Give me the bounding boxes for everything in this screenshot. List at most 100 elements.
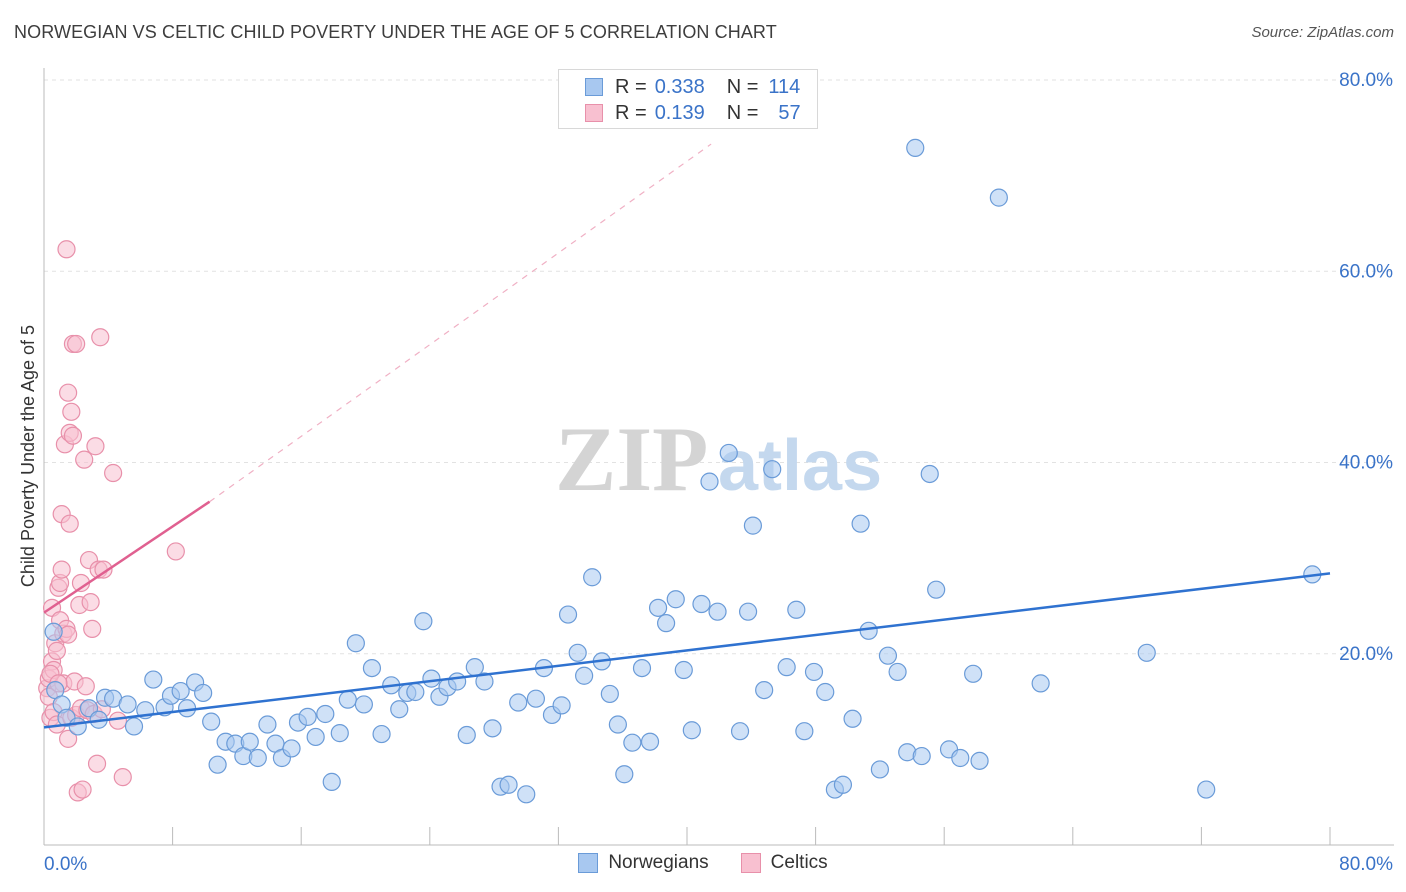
data-point [989, 188, 1008, 207]
data-point [708, 602, 727, 621]
data-point [517, 785, 536, 804]
data-point [322, 772, 341, 791]
data-point [870, 760, 890, 779]
data-point [615, 765, 634, 784]
data-point [76, 677, 95, 696]
legend-box: R = 0.338 N = 114 R = 0.139 N = 57 [558, 69, 818, 129]
data-point [171, 681, 190, 701]
legend-n-value: 57 [778, 101, 801, 124]
data-point [59, 383, 78, 402]
data-point [166, 542, 185, 561]
data-point [552, 696, 571, 715]
data-point [52, 560, 71, 579]
data-point [81, 593, 100, 612]
data-point [202, 712, 221, 731]
data-point [59, 729, 78, 748]
data-point [483, 719, 502, 738]
data-point [73, 780, 92, 799]
data-point [600, 684, 619, 704]
data-point [406, 682, 425, 702]
legend-swatch-norwegians [578, 853, 599, 873]
legend-n-label: N = [726, 75, 759, 98]
data-point [692, 594, 711, 614]
legend-r-label: R = [615, 101, 647, 124]
data-point [362, 658, 382, 678]
data-point [558, 605, 578, 624]
data-point [144, 670, 163, 689]
data-point [763, 460, 782, 479]
data-point [851, 514, 870, 533]
data-point [888, 662, 907, 682]
data-point [75, 450, 94, 469]
data-point [743, 516, 763, 535]
data-point [83, 619, 102, 638]
data-point [108, 711, 128, 730]
data-point [509, 693, 528, 712]
x-tick-label: 80.0% [1339, 854, 1393, 875]
data-point [316, 704, 335, 724]
axes [43, 68, 1394, 846]
data-point [927, 580, 946, 599]
watermark-atlas: atlas [718, 426, 882, 506]
grid-lines [44, 79, 1394, 655]
bottom-legend: Norwegians Celtics [0, 852, 1406, 874]
data-point [330, 724, 349, 743]
data-point [124, 717, 144, 736]
data-point [1031, 674, 1050, 693]
legend-r-value: 0.338 [654, 75, 705, 98]
data-point [194, 683, 213, 703]
data-point [906, 138, 925, 157]
y-axis-label: Child Poverty Under the Age of 5 [18, 325, 38, 587]
data-point [465, 658, 484, 677]
data-point [118, 695, 137, 714]
data-point [843, 709, 862, 728]
legend-item-celtics: Celtics [740, 852, 828, 874]
data-point [568, 643, 587, 662]
data-point [499, 775, 518, 794]
data-point [457, 725, 476, 745]
data-point [63, 426, 83, 445]
data-point [787, 600, 806, 619]
data-point [777, 658, 796, 677]
data-point [640, 732, 660, 751]
watermark-zip: ZIP [555, 408, 708, 510]
data-point [816, 682, 835, 702]
y-tick-label: 40.0% [1339, 453, 1393, 474]
data-point [448, 672, 467, 691]
data-point [608, 715, 627, 734]
data-point [248, 748, 267, 768]
data-point [62, 402, 81, 421]
data-point [258, 715, 277, 734]
data-point [632, 658, 652, 678]
x-tick-labels: 0.0% 80.0% [44, 854, 1393, 875]
data-point [67, 334, 86, 354]
data-point [208, 755, 227, 774]
data-point [240, 732, 259, 751]
data-point [113, 768, 132, 787]
legend-swatch-celtics [740, 853, 761, 873]
data-point [338, 690, 357, 709]
data-point [795, 722, 814, 741]
data-point [94, 560, 113, 579]
data-point [583, 568, 602, 587]
trend-line-norwegians [43, 572, 1331, 729]
data-point [912, 746, 931, 766]
data-point [833, 775, 853, 794]
legend-r-value: 0.139 [654, 101, 705, 124]
data-point [1137, 643, 1156, 662]
data-point [804, 662, 824, 682]
legend-swatch-celtics [585, 104, 603, 122]
legend-item-norwegians: Norwegians [578, 852, 709, 874]
trend-lines [43, 143, 1331, 729]
data-point [1197, 780, 1216, 799]
source-label: Source: ZipAtlas.com [1251, 24, 1394, 41]
data-point [87, 754, 107, 773]
data-point [475, 672, 494, 691]
data-point [951, 748, 970, 768]
data-point [970, 751, 989, 770]
data-point [47, 641, 66, 660]
data-point [104, 463, 123, 483]
y-tick-label: 60.0% [1339, 261, 1393, 282]
trend-line-celtics [43, 500, 211, 614]
